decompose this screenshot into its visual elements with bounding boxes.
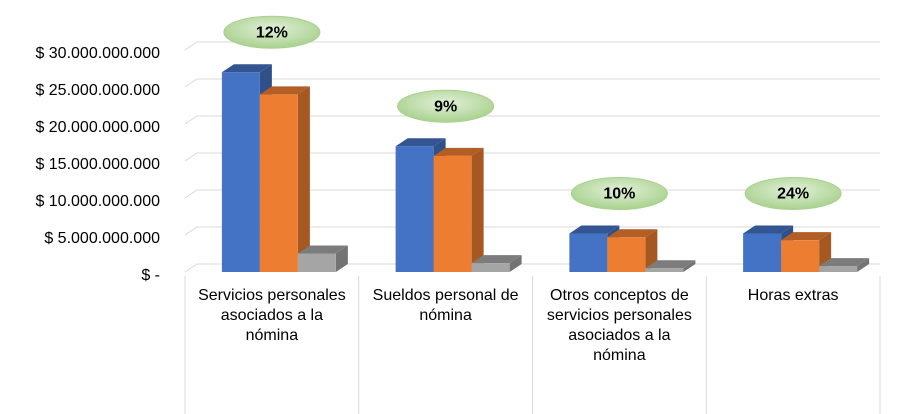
bar	[607, 237, 646, 272]
bar-side	[857, 258, 870, 272]
annotation-bubble	[744, 177, 842, 211]
grid-line	[184, 115, 880, 125]
bar	[781, 240, 820, 272]
bar-side	[509, 255, 522, 272]
bar	[471, 263, 510, 272]
x-tick-label: Sueldos personal de nómina	[372, 287, 519, 324]
bar-top	[433, 147, 484, 156]
bar	[433, 155, 472, 272]
bar-top	[569, 225, 620, 234]
grid-line	[184, 226, 880, 236]
x-tick-label: Horas extras	[747, 287, 839, 304]
bar-top	[297, 245, 348, 254]
bar-top	[471, 255, 522, 264]
bar	[395, 146, 434, 272]
x-tick-label: Servicios personales asociados a la nómi…	[198, 287, 346, 344]
bar	[297, 253, 336, 272]
bar-top	[259, 86, 310, 95]
bar-top	[607, 229, 658, 238]
x-tick-label: Otros conceptos de servicios personales …	[546, 287, 692, 364]
annotation-bubble	[223, 15, 321, 49]
annotation: 24%	[777, 186, 809, 203]
bar-side	[645, 229, 658, 272]
grid-line	[184, 152, 880, 162]
bar-side	[471, 147, 484, 272]
bar	[259, 94, 298, 273]
bar-top	[743, 225, 794, 234]
bar	[569, 233, 608, 272]
grid-line	[184, 78, 880, 88]
bar	[645, 268, 684, 272]
bar-top	[221, 64, 272, 73]
bar-side	[335, 245, 348, 272]
bar-top	[395, 138, 446, 147]
bar-top	[819, 258, 870, 267]
y-tick-label: $ 10.000.000.000	[35, 193, 160, 210]
bar	[743, 233, 782, 272]
bar-top	[781, 232, 832, 241]
y-tick-label: $ -	[141, 267, 160, 284]
bar	[819, 266, 858, 272]
annotation: 12%	[256, 24, 288, 41]
bar	[221, 72, 260, 272]
annotation-bubble	[570, 177, 668, 211]
annotation-bubble	[397, 89, 495, 123]
y-tick-label: $ 25.000.000.000	[35, 82, 160, 99]
bar-side	[683, 260, 696, 272]
y-tick-label: $ 20.000.000.000	[35, 119, 160, 136]
y-tick-label: $ 5.000.000.000	[44, 230, 160, 247]
annotation: 10%	[603, 186, 635, 203]
bar-top	[645, 260, 696, 269]
annotation: 9%	[434, 98, 457, 115]
grid-line	[184, 41, 880, 51]
y-tick-label: $ 30.000.000.000	[35, 45, 160, 62]
y-tick-label: $ 15.000.000.000	[35, 156, 160, 173]
bar-side	[297, 86, 310, 273]
